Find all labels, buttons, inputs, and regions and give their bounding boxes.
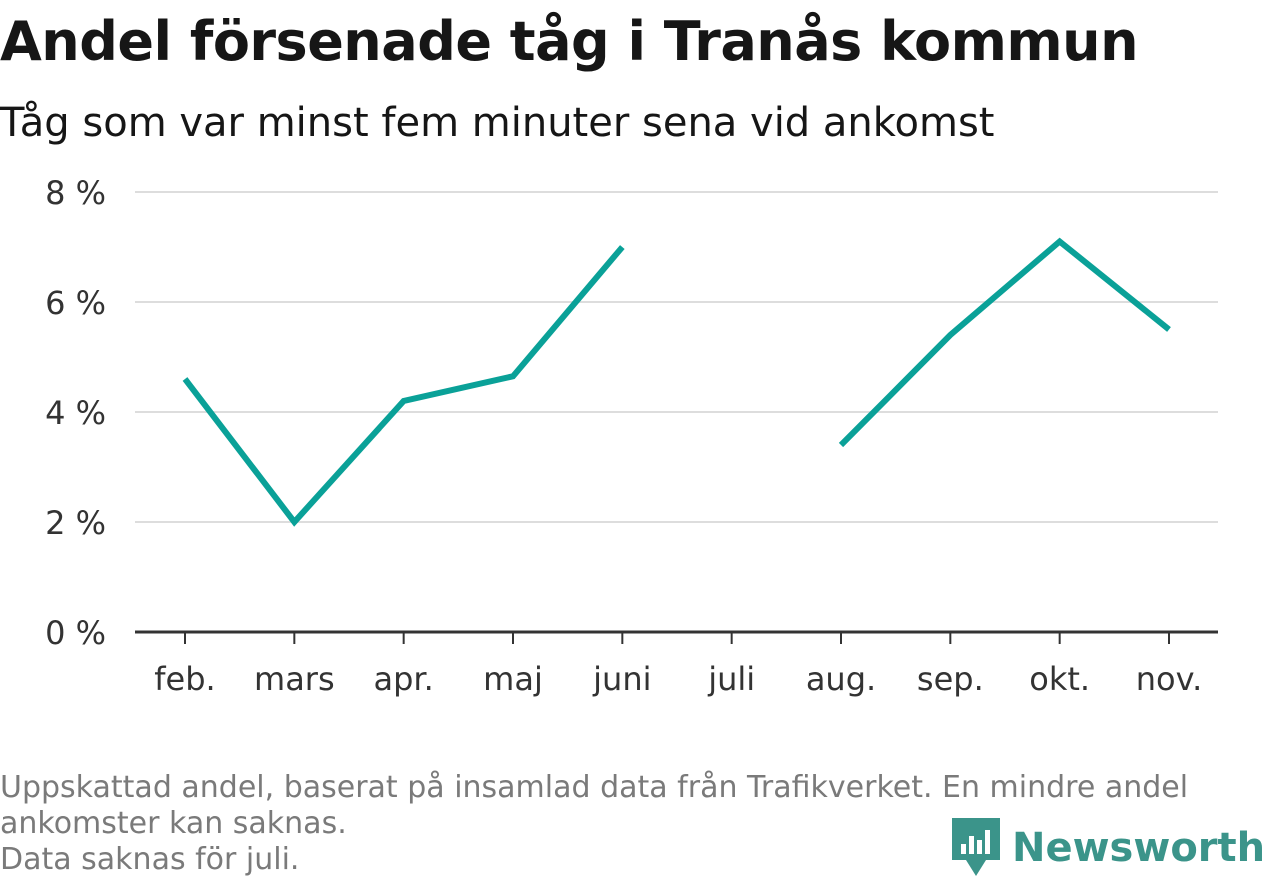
x-tick-label: juni [592,660,651,698]
y-tick-label: 8 % [45,174,106,212]
brand-name: Newsworthy [1012,825,1262,871]
x-tick-label: sep. [917,660,984,698]
x-tick-label: okt. [1029,660,1090,698]
x-tick-label: mars [254,660,335,698]
x-tick-label: nov. [1136,660,1202,698]
x-tick-label: juli [707,660,755,698]
y-tick-label: 0 % [45,614,106,652]
x-tick-label: aug. [806,660,876,698]
footnote-line-3: Data saknas för juli. [0,842,300,877]
bar-chart-bubble-icon [952,818,1000,876]
y-tick-label: 2 % [45,504,106,542]
footnote: Uppskattad andel, baserat på insamlad da… [0,770,1250,878]
line-chart: 0 % 2 % 4 % 6 % 8 % feb. mars apr. maj juni juli au… [45,174,1218,698]
newsworthy-logo: Newsworthy [952,818,1262,878]
y-tick-label: 6 % [45,284,106,322]
series-line-segment [838,237,1171,448]
x-tick-label: maj [483,660,543,698]
chart-title: Andel försenade tåg i Tranås kommun [0,10,1139,73]
footnote-line-2: ankomster kan saknas. [0,806,347,841]
footnote-line-1: Uppskattad andel, baserat på insamlad da… [0,770,1189,805]
x-tick-label: apr. [374,660,434,698]
chart-subtitle: Tåg som var minst fem minuter sena vid a… [0,100,995,146]
series-line-segment [182,245,625,527]
y-tick-label: 4 % [45,394,106,432]
x-tick-label: feb. [154,660,215,698]
